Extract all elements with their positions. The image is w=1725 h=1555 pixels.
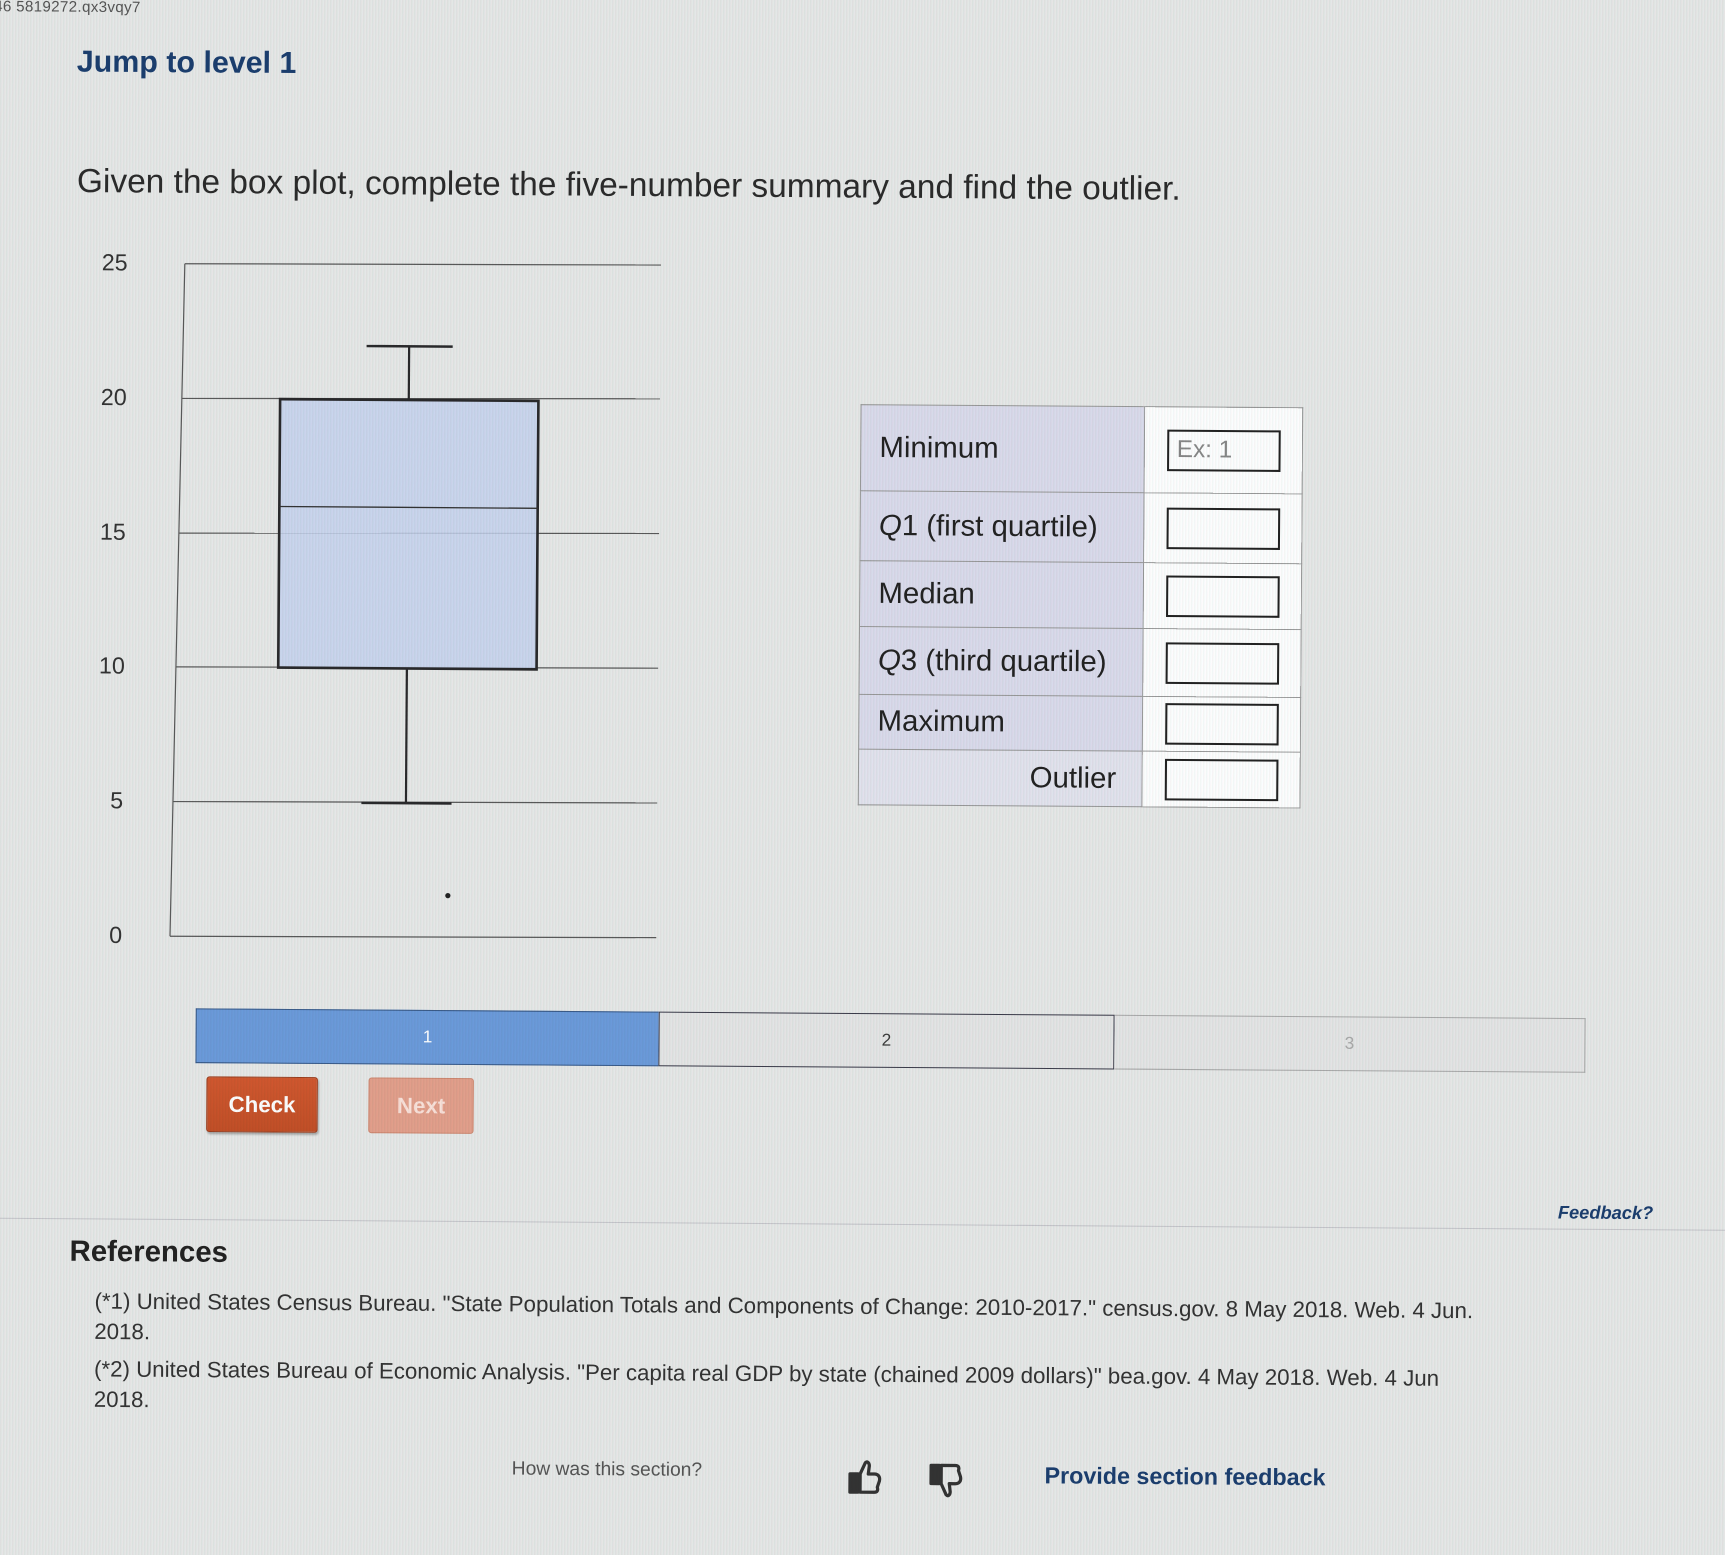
svg-text:25: 25 (102, 249, 128, 275)
svg-text:15: 15 (100, 519, 126, 545)
svg-text:20: 20 (101, 384, 127, 410)
svg-text:5: 5 (110, 787, 123, 813)
svg-text:0: 0 (109, 922, 122, 948)
svg-text:10: 10 (99, 652, 125, 678)
